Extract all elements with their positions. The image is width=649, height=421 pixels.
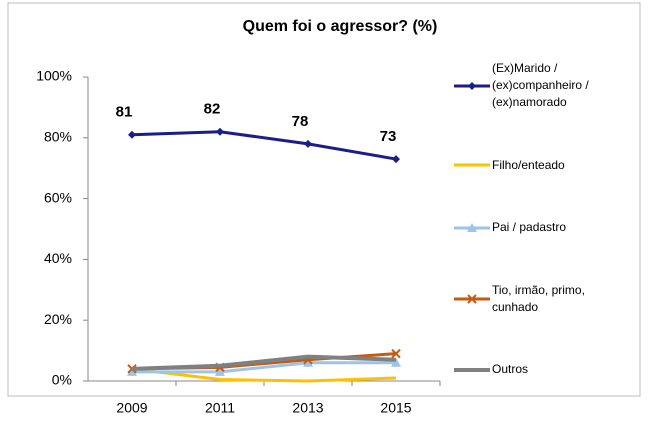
x-tick-label: 2013 xyxy=(292,400,323,416)
line xyxy=(131,354,397,371)
y-tick-label: 60% xyxy=(44,189,72,205)
marker xyxy=(392,155,400,164)
y-tick-label: 40% xyxy=(44,250,72,266)
y-tick-label: 100% xyxy=(36,68,72,84)
marker xyxy=(303,357,313,367)
y-tick-label: 20% xyxy=(44,311,72,327)
line xyxy=(131,130,397,161)
marker xyxy=(391,348,401,359)
marker xyxy=(467,293,477,304)
marker xyxy=(467,222,477,232)
legend-swatch xyxy=(454,81,490,90)
data-label: 81 xyxy=(116,104,133,121)
marker xyxy=(304,139,312,148)
data-label: 78 xyxy=(292,113,309,130)
chart-title: Quem foi o agressor? (%) xyxy=(243,18,438,35)
legend-label: Pai / padastro xyxy=(492,220,567,234)
legend-item: Outros xyxy=(452,361,637,378)
y-tick-label: 80% xyxy=(44,129,72,145)
x-tick-label: 2009 xyxy=(116,400,147,416)
marker xyxy=(468,81,476,90)
legend-swatch xyxy=(454,367,490,372)
line xyxy=(131,367,397,383)
marker xyxy=(215,366,225,376)
marker xyxy=(391,357,401,367)
marker xyxy=(127,366,137,376)
frame xyxy=(7,2,641,397)
data-label: 73 xyxy=(380,128,397,145)
legend-item: (Ex)Marido / (ex)companheiro / (ex)namor… xyxy=(452,60,637,111)
legend-label: Filho/enteado xyxy=(492,157,565,172)
marker xyxy=(128,130,136,139)
marker xyxy=(216,127,224,136)
legend: (Ex)Marido / (ex)companheiro / (ex)namor… xyxy=(452,60,637,378)
legend-swatch xyxy=(454,222,490,232)
legend-item: Pai / padastro xyxy=(452,219,637,236)
data-label: 82 xyxy=(204,101,221,118)
legend-item: Filho/enteado xyxy=(452,157,637,174)
y-tick-label: 0% xyxy=(52,372,72,388)
legend-swatch xyxy=(454,293,490,304)
x-tick-label: 2011 xyxy=(205,400,235,416)
line xyxy=(132,361,396,374)
legend-label: (Ex)Marido / (ex)companheiro / (ex)namor… xyxy=(492,61,589,109)
legend-swatch xyxy=(454,163,490,167)
legend-label: Outros xyxy=(492,362,529,376)
legend-item: Tio, irmão, primo, cunhado xyxy=(452,282,637,316)
legend-label: Tio, irmão, primo, cunhado xyxy=(492,282,585,314)
x-tick-label: 2015 xyxy=(380,400,411,416)
